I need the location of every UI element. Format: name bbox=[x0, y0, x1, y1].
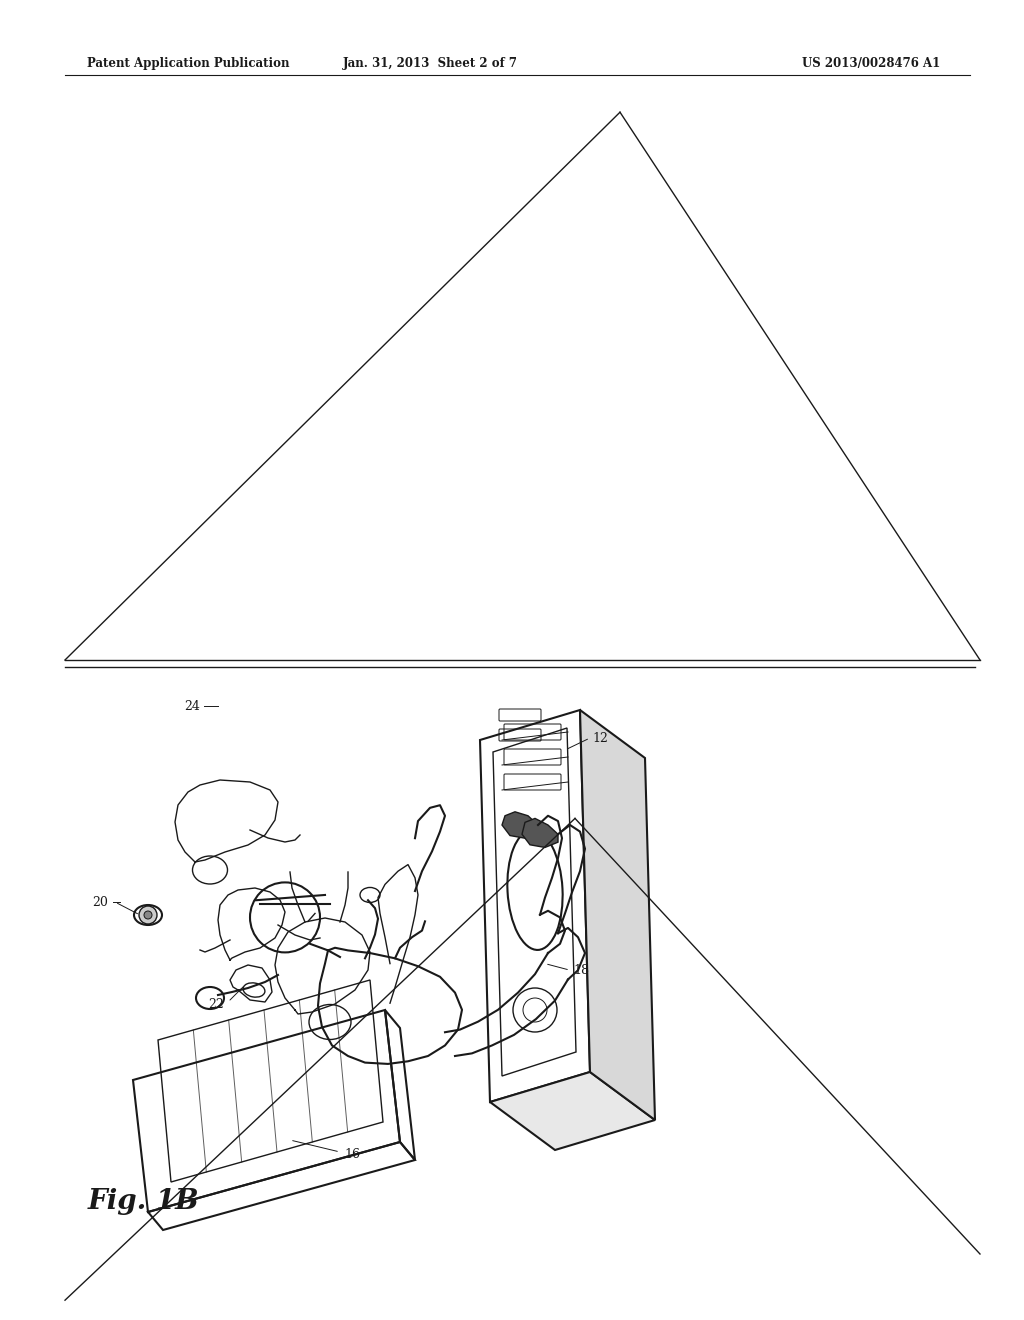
Text: 16: 16 bbox=[344, 1148, 360, 1162]
Polygon shape bbox=[580, 710, 655, 1119]
Circle shape bbox=[144, 911, 152, 919]
Polygon shape bbox=[480, 710, 590, 1102]
Text: 18: 18 bbox=[573, 964, 589, 977]
Text: Jan. 31, 2013  Sheet 2 of 7: Jan. 31, 2013 Sheet 2 of 7 bbox=[342, 57, 517, 70]
Text: 20: 20 bbox=[92, 895, 108, 908]
Text: 22: 22 bbox=[208, 998, 224, 1011]
Polygon shape bbox=[502, 812, 538, 838]
Text: US 2013/0028476 A1: US 2013/0028476 A1 bbox=[802, 57, 940, 70]
Polygon shape bbox=[490, 1072, 655, 1150]
Text: 12: 12 bbox=[592, 731, 608, 744]
Polygon shape bbox=[522, 818, 558, 847]
Text: Fig. 1B: Fig. 1B bbox=[88, 1188, 200, 1214]
Ellipse shape bbox=[196, 987, 224, 1008]
Ellipse shape bbox=[507, 830, 562, 950]
Text: Patent Application Publication: Patent Application Publication bbox=[87, 57, 290, 70]
Ellipse shape bbox=[134, 906, 162, 925]
Circle shape bbox=[139, 906, 157, 924]
Text: 24: 24 bbox=[184, 700, 200, 713]
Circle shape bbox=[250, 882, 319, 953]
